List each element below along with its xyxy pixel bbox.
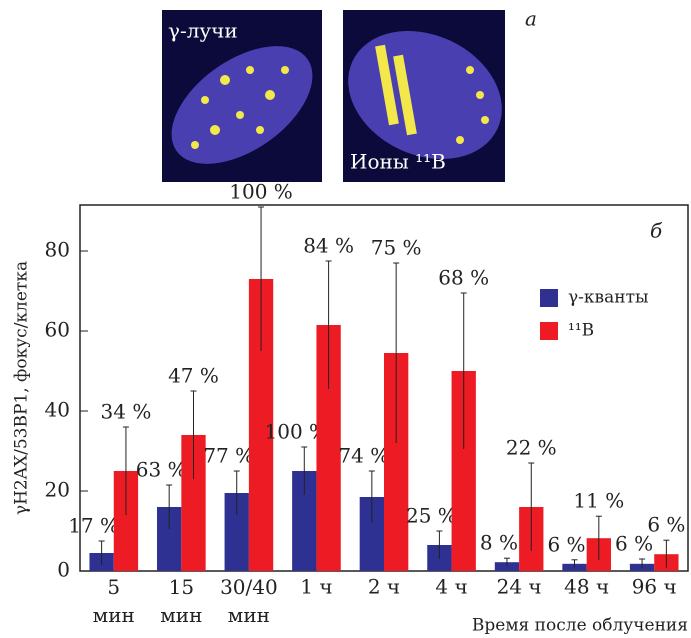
value-label: 6 % [547, 532, 585, 556]
legend-label: ¹¹B [568, 321, 594, 341]
x-tick-label: 96 ч [632, 575, 677, 599]
legend-label: γ-кванты [568, 288, 649, 308]
x-tick-label: 15 мин [160, 575, 202, 627]
x-tick-label: 2 ч [368, 575, 400, 599]
value-label: 77 % [203, 444, 254, 468]
value-label: 34 % [101, 400, 152, 424]
value-label: 6 % [615, 532, 653, 556]
x-tick-label: 24 ч [497, 575, 542, 599]
panel-label: б [650, 219, 663, 243]
legend-swatch [540, 322, 558, 340]
value-label: 6 % [647, 513, 685, 537]
y-tick-label: 0 [57, 558, 70, 582]
image-label: Ионы ¹¹B [350, 150, 446, 174]
value-label: 11 % [573, 489, 624, 513]
nucleus [171, 46, 313, 164]
value-label: 68 % [438, 266, 489, 290]
value-label: 17 % [68, 514, 119, 538]
y-tick-label: 60 [45, 318, 70, 342]
image-label: γ-лучи [168, 19, 238, 43]
value-label: 63 % [136, 458, 187, 482]
x-tick-label: 1 ч [300, 575, 332, 599]
x-axis-label: Время после облучения [472, 616, 688, 636]
legend-swatch [540, 289, 558, 307]
y-tick-label: 40 [45, 398, 70, 422]
x-tick-label: 4 ч [435, 575, 467, 599]
value-label: 22 % [506, 436, 557, 460]
value-label: 8 % [480, 531, 518, 555]
value-label: 25 % [406, 504, 457, 528]
value-label: 47 % [168, 364, 219, 388]
y-axis-label: γH2AX/53BP1, фокус/клетка [12, 261, 32, 515]
foci [191, 66, 289, 149]
x-tick-label: 30/40 мин [220, 575, 278, 627]
y-tick-label: 80 [45, 238, 70, 262]
value-label: 74 % [338, 444, 389, 468]
foci [375, 44, 489, 144]
y-tick-label: 20 [45, 478, 70, 502]
bar [494, 562, 520, 571]
value-label: 84 % [303, 234, 354, 258]
x-tick-label: 5 мин [93, 575, 135, 627]
value-label: 100 % [229, 180, 293, 204]
x-tick-label: 48 ч [564, 575, 609, 599]
panel-label: а [525, 7, 537, 31]
value-label: 75 % [371, 236, 422, 260]
